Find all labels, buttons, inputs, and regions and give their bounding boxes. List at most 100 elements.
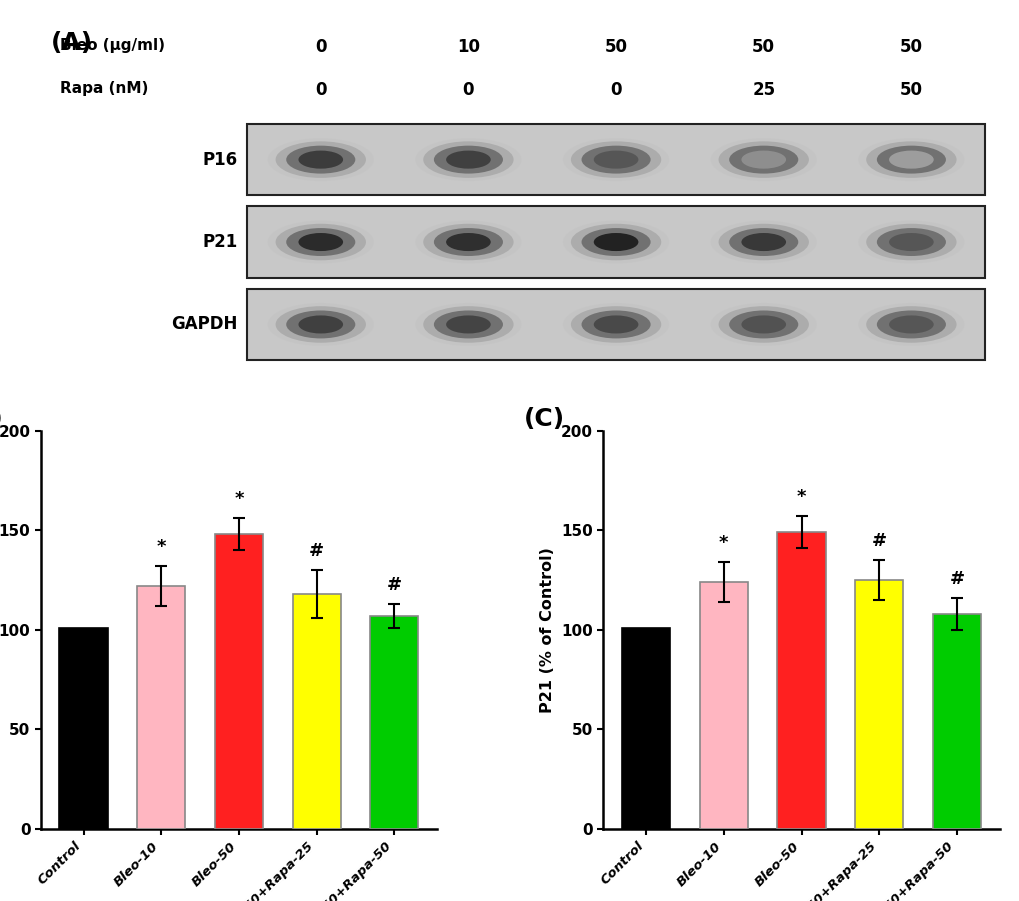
Bar: [137, 586, 185, 829]
Ellipse shape: [445, 150, 490, 168]
Bar: [776, 532, 824, 829]
Ellipse shape: [729, 228, 798, 256]
Bar: [215, 534, 263, 829]
Bar: [292, 594, 340, 829]
Ellipse shape: [562, 221, 668, 263]
Ellipse shape: [433, 311, 502, 339]
Ellipse shape: [571, 223, 660, 260]
Ellipse shape: [299, 150, 342, 168]
Ellipse shape: [865, 306, 956, 342]
Ellipse shape: [299, 315, 342, 333]
Text: 50: 50: [751, 38, 774, 56]
Text: Bleo (μg/ml): Bleo (μg/ml): [60, 38, 165, 53]
Text: 50: 50: [899, 38, 922, 56]
Text: P16: P16: [202, 150, 237, 168]
Bar: [854, 580, 903, 829]
Ellipse shape: [415, 303, 521, 346]
Text: *: *: [156, 538, 166, 556]
Ellipse shape: [275, 223, 366, 260]
Ellipse shape: [717, 223, 808, 260]
Ellipse shape: [593, 315, 638, 333]
Ellipse shape: [299, 233, 342, 251]
Ellipse shape: [710, 221, 816, 263]
Bar: [247, 288, 984, 360]
Ellipse shape: [581, 228, 650, 256]
Ellipse shape: [267, 221, 374, 263]
Text: *: *: [718, 534, 728, 552]
Text: #: #: [949, 570, 964, 588]
Ellipse shape: [593, 150, 638, 168]
Bar: [932, 614, 980, 829]
Text: #: #: [386, 576, 401, 594]
Ellipse shape: [562, 303, 668, 346]
Ellipse shape: [445, 315, 490, 333]
Text: #: #: [871, 532, 886, 551]
Ellipse shape: [275, 141, 366, 177]
Ellipse shape: [729, 146, 798, 174]
Ellipse shape: [415, 221, 521, 263]
Text: 0: 0: [609, 81, 622, 99]
Ellipse shape: [286, 228, 355, 256]
Ellipse shape: [571, 141, 660, 177]
Text: GAPDH: GAPDH: [171, 315, 237, 333]
Text: *: *: [796, 488, 805, 506]
Text: (B): (B): [0, 407, 3, 431]
Bar: [699, 582, 747, 829]
Ellipse shape: [593, 233, 638, 251]
Text: (A): (A): [50, 31, 93, 55]
Text: 50: 50: [604, 38, 627, 56]
Ellipse shape: [433, 228, 502, 256]
Ellipse shape: [741, 233, 786, 251]
Ellipse shape: [710, 138, 816, 181]
Ellipse shape: [889, 315, 932, 333]
Ellipse shape: [857, 221, 964, 263]
Text: 0: 0: [315, 81, 326, 99]
Y-axis label: P21 (% of Control): P21 (% of Control): [540, 547, 555, 713]
Ellipse shape: [571, 306, 660, 342]
Text: P21: P21: [202, 233, 237, 251]
Ellipse shape: [267, 303, 374, 346]
Ellipse shape: [423, 141, 514, 177]
Ellipse shape: [581, 146, 650, 174]
Ellipse shape: [445, 233, 490, 251]
Ellipse shape: [717, 306, 808, 342]
Ellipse shape: [423, 306, 514, 342]
Ellipse shape: [415, 138, 521, 181]
Text: 0: 0: [315, 38, 326, 56]
Ellipse shape: [857, 138, 964, 181]
Ellipse shape: [876, 311, 945, 339]
Ellipse shape: [275, 306, 366, 342]
Text: #: #: [309, 542, 324, 560]
Ellipse shape: [729, 311, 798, 339]
Ellipse shape: [562, 138, 668, 181]
Ellipse shape: [741, 315, 786, 333]
Text: Rapa (nM): Rapa (nM): [60, 81, 148, 96]
Ellipse shape: [710, 303, 816, 346]
Ellipse shape: [423, 223, 514, 260]
Text: 25: 25: [751, 81, 774, 99]
Bar: [59, 628, 107, 829]
Ellipse shape: [876, 146, 945, 174]
Ellipse shape: [581, 311, 650, 339]
Text: 0: 0: [463, 81, 474, 99]
Ellipse shape: [267, 138, 374, 181]
Ellipse shape: [286, 146, 355, 174]
Ellipse shape: [865, 223, 956, 260]
Bar: [622, 628, 669, 829]
Ellipse shape: [857, 303, 964, 346]
Ellipse shape: [433, 146, 502, 174]
Bar: [247, 206, 984, 278]
Ellipse shape: [286, 311, 355, 339]
Ellipse shape: [889, 150, 932, 168]
Text: 10: 10: [457, 38, 480, 56]
Text: 50: 50: [899, 81, 922, 99]
Ellipse shape: [876, 228, 945, 256]
Ellipse shape: [717, 141, 808, 177]
Ellipse shape: [889, 233, 932, 251]
Text: *: *: [234, 490, 244, 508]
Bar: [370, 616, 418, 829]
Ellipse shape: [741, 150, 786, 168]
Bar: [247, 123, 984, 196]
Text: (C): (C): [524, 407, 565, 431]
Ellipse shape: [865, 141, 956, 177]
